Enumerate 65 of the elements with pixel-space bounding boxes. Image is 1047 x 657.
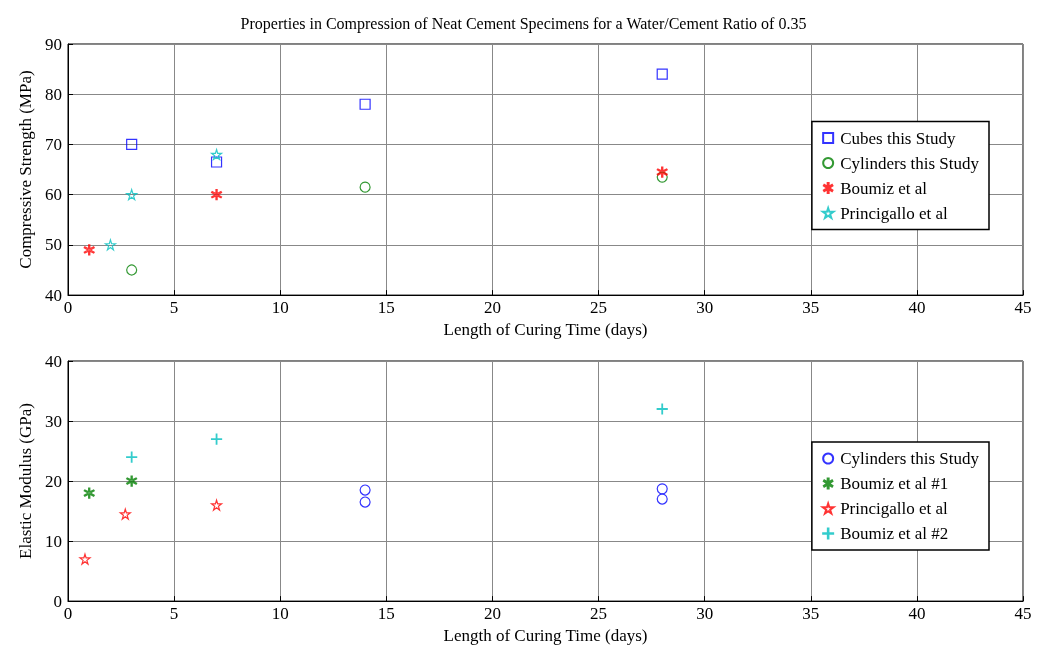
- legend-label: Boumiz et al: [840, 178, 928, 198]
- point: [126, 475, 138, 487]
- point: [126, 138, 138, 151]
- point: [656, 68, 668, 80]
- point: [210, 156, 223, 168]
- point: [656, 403, 668, 415]
- point: [359, 98, 371, 110]
- point: [656, 166, 668, 178]
- x-tick-label: 5: [169, 604, 179, 624]
- y-tick-label: 60: [45, 185, 62, 205]
- legend-label: Princigallo et al: [840, 499, 949, 518]
- y-tick-label: 40: [45, 351, 62, 371]
- x-tick-label: 35: [802, 298, 820, 318]
- chart-title: Properties in Compression of Neat Cement Specimens for a Water/Cement Ratio of 0.35: [240, 14, 807, 33]
- y-axis-title: Elastic Modulus (GPa): [16, 403, 36, 559]
- x-tick-label: 35: [802, 604, 820, 624]
- x-tick-label: 40: [908, 298, 926, 318]
- point: [656, 493, 668, 505]
- point: [210, 433, 223, 445]
- y-tick-label: 50: [45, 235, 62, 255]
- y-tick-label: 30: [45, 411, 62, 431]
- x-tick-label: 25: [590, 298, 608, 318]
- legend-label: Cylinders this Study: [840, 449, 980, 468]
- y-axis-title: Compressive Strength (MPa): [16, 70, 36, 269]
- y-tick-label: 70: [45, 134, 62, 154]
- point: [210, 189, 223, 201]
- y-tick-label: 10: [45, 531, 62, 551]
- legend-label: Princigallo et al: [840, 203, 949, 223]
- x-tick-label: 10: [271, 298, 289, 318]
- x-axis-title: Length of Curing Time (days): [443, 626, 648, 645]
- point: [359, 181, 371, 193]
- x-tick-label: 30: [696, 604, 714, 624]
- x-tick-label: 40: [908, 604, 926, 624]
- x-tick-label: 5: [169, 298, 179, 318]
- point: [210, 148, 223, 161]
- point: [359, 496, 371, 508]
- point: [83, 244, 95, 256]
- point: [79, 553, 91, 565]
- point: [126, 451, 138, 463]
- x-tick-label: 25: [590, 604, 608, 624]
- x-tick-label: 45: [1014, 604, 1032, 624]
- legend-label: Cylinders this Study: [840, 153, 980, 173]
- point: [104, 239, 117, 251]
- x-tick-label: 15: [377, 298, 395, 318]
- x-tick-label: 10: [271, 604, 289, 624]
- x-axis-title: Length of Curing Time (days): [443, 320, 648, 339]
- point: [83, 487, 95, 499]
- x-tick-label: 30: [696, 298, 714, 318]
- y-tick-label: 90: [45, 34, 62, 54]
- x-tick-label: 20: [483, 298, 501, 318]
- point: [126, 264, 138, 276]
- point: [210, 499, 223, 511]
- x-tick-label: 45: [1014, 298, 1032, 318]
- y-tick-label: 80: [45, 84, 62, 104]
- y-tick-label: 20: [45, 471, 62, 491]
- x-tick-label: 20: [483, 604, 501, 624]
- legend-label: Boumiz et al #1: [840, 474, 949, 493]
- x-tick-label: 15: [377, 604, 395, 624]
- point: [656, 483, 668, 495]
- point: [119, 508, 131, 520]
- y-tick-label: 40: [45, 285, 62, 305]
- legend-label: Cubes this Study: [840, 128, 956, 148]
- point: [359, 484, 371, 496]
- legend-label: Boumiz et al #2: [840, 524, 949, 543]
- y-tick-label: 0: [53, 591, 62, 611]
